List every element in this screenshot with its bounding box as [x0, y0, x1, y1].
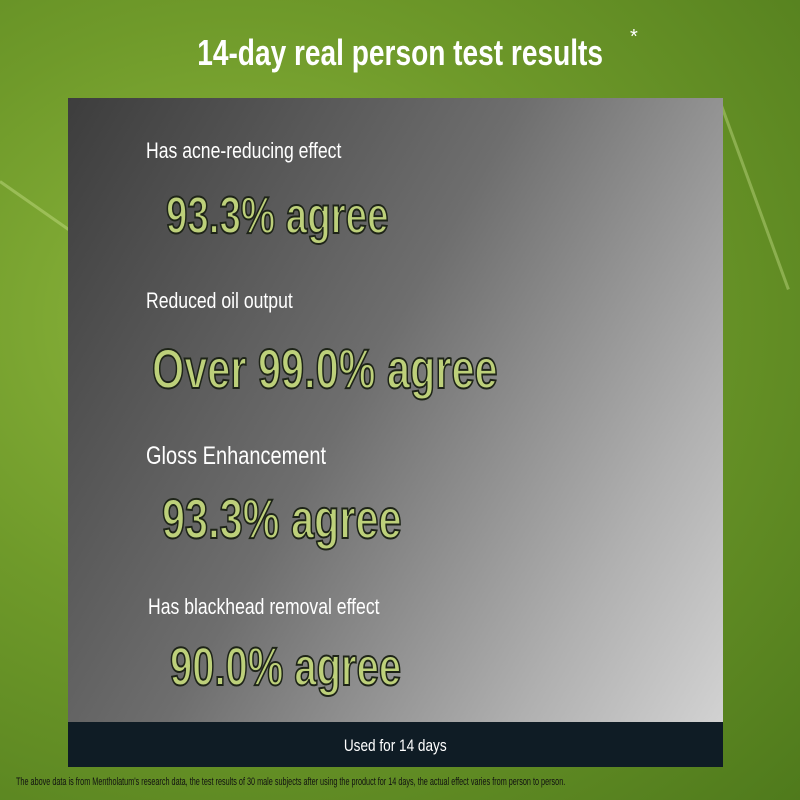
- result-value: 90.0% agree: [169, 636, 402, 698]
- result-label: Gloss Enhancement: [146, 442, 327, 470]
- leaf-vein: [718, 100, 790, 290]
- result-label: Has acne-reducing effect: [146, 138, 342, 163]
- usage-footer: Used for 14 days: [68, 722, 723, 767]
- asterisk-mark: *: [630, 26, 638, 48]
- result-value: 93.3% agree: [161, 486, 402, 551]
- result-label: Reduced oil output: [146, 288, 293, 313]
- disclaimer: The above data is from Mentholatum's res…: [16, 776, 566, 788]
- result-value: 93.3% agree: [165, 186, 389, 246]
- result-label: Has blackhead removal effect: [148, 594, 380, 619]
- result-value: Over 99.0% agree: [151, 336, 498, 401]
- page-title: 14-day real person test results: [197, 32, 603, 73]
- results-panel: [68, 98, 723, 722]
